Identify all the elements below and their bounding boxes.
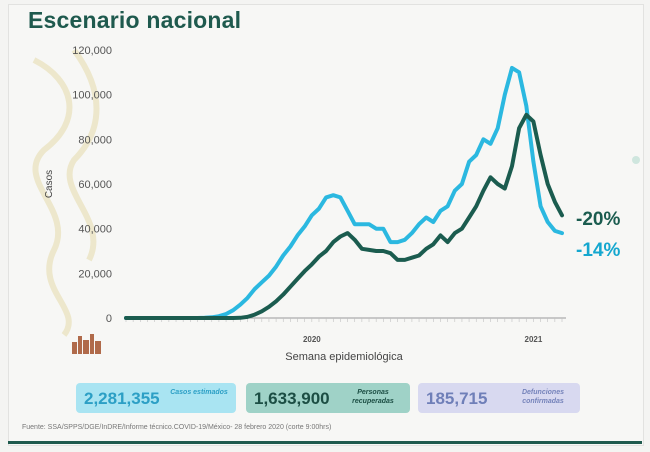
y-tick-label: 40,000: [78, 224, 112, 236]
y-tick-label: 80,000: [78, 134, 112, 146]
year-label: 2021: [525, 335, 543, 344]
series-line-0: [124, 65, 564, 320]
source-note: Fuente: SSA/SPPS/DGE/InDRE/Informe técni…: [22, 424, 332, 431]
stat-value-cases: 2,281,355: [84, 389, 160, 408]
y-tick-label: 100,000: [72, 90, 112, 102]
y-tick-label: 120,000: [72, 45, 112, 57]
year-label: 2020: [303, 335, 321, 344]
y-tick-label: 20,000: [78, 268, 112, 280]
green-series-change: -20%: [576, 209, 621, 230]
city-skyline-icon: [72, 334, 101, 354]
y-tick-label: 60,000: [78, 179, 112, 191]
watermark-decoration: [32, 48, 100, 337]
stat-value-recovered: 1,633,900: [254, 389, 330, 408]
stat-label-cases: Casos estimados: [170, 389, 228, 396]
x-axis-label: Semana epidemiológica: [285, 351, 403, 363]
stat-card-deaths: 185,715 Defunciones confirmadas: [418, 383, 580, 413]
y-axis-label: Casos: [44, 170, 55, 198]
y-tick-label: 0: [106, 313, 112, 325]
stat-label-deaths: Defunciones confirmadas: [521, 389, 564, 405]
slide-frame: [8, 4, 644, 446]
stat-card-cases: 2,281,355 Casos estimados: [76, 383, 236, 413]
stat-card-recovered: 1,633,900 Personas recuperadas: [246, 383, 410, 413]
stat-value-deaths: 185,715: [426, 389, 488, 408]
side-decoration: [632, 156, 640, 164]
footer-bar: [8, 441, 642, 444]
slide-title: Escenario nacional: [28, 7, 242, 33]
stat-label-recovered: Personas recuperadas: [352, 389, 394, 405]
blue-series-change: -14%: [576, 240, 621, 261]
series-line-1: [124, 112, 564, 320]
